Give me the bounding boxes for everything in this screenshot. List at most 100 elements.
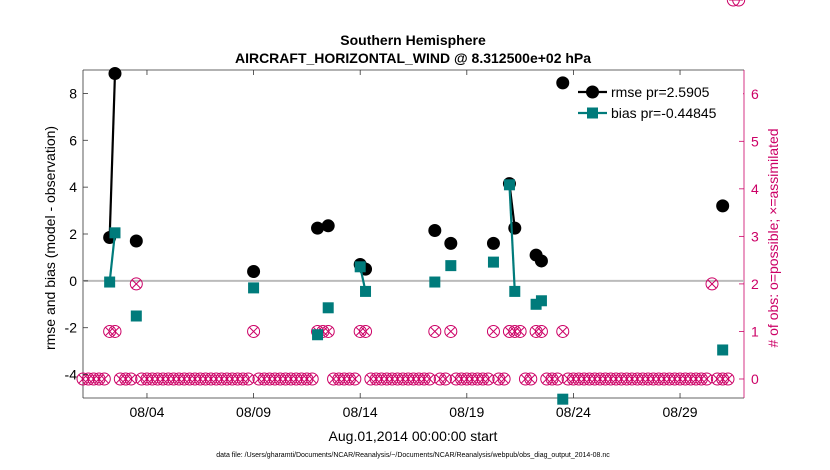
legend-rmse-label: rmse pr=2.5905 xyxy=(611,84,710,100)
obs-assimilated-marker xyxy=(323,326,333,337)
obs-assimilated-stroke xyxy=(440,374,451,384)
obs-assimilated-stroke xyxy=(350,374,360,384)
bias-point xyxy=(248,282,260,294)
bias-point xyxy=(429,276,441,288)
x-tick-label: 08/24 xyxy=(556,404,591,420)
obs-assimilated-marker xyxy=(440,374,451,384)
obs-assimilated-stroke xyxy=(323,326,333,337)
obs-assimilated-marker xyxy=(723,374,733,384)
obs-assimilated-stroke xyxy=(723,374,733,384)
rmse-point xyxy=(108,67,122,81)
rmse-point xyxy=(486,236,500,250)
rmse-point xyxy=(716,199,730,213)
obs-assimilated-stroke xyxy=(249,326,259,337)
obs-assimilated-marker xyxy=(702,374,712,384)
rmse-point xyxy=(444,236,458,250)
obs-assimilated-marker xyxy=(430,326,440,337)
y-right-tick-label: 6 xyxy=(751,86,759,102)
obs-possible-marker xyxy=(726,0,740,7)
obs-assimilated-stroke xyxy=(360,326,371,337)
x-tick-label: 08/14 xyxy=(343,404,378,420)
rmse-point xyxy=(311,221,325,235)
rmse-point xyxy=(247,264,261,278)
y-right-tick-label: 5 xyxy=(751,133,759,149)
y-right-tick-label: 1 xyxy=(751,323,759,339)
obs-possible-marker xyxy=(732,0,746,7)
legend-box xyxy=(571,80,743,124)
series-layer xyxy=(103,67,730,405)
obs-assimilated-stroke xyxy=(488,326,499,337)
y-right-tick-label: 4 xyxy=(751,181,759,197)
obs-assimilated-marker xyxy=(249,326,259,337)
obs-assimilated-stroke xyxy=(307,374,317,384)
y-tick-label: 2 xyxy=(69,226,77,242)
rmse-point xyxy=(129,234,143,248)
bias-point xyxy=(312,329,324,341)
obs-assimilated-marker xyxy=(558,326,568,337)
bias-point xyxy=(109,227,121,239)
obs-possible-marker xyxy=(247,324,261,338)
y-tick-label: 4 xyxy=(69,179,77,195)
obs-assimilated-marker xyxy=(515,326,525,337)
bias-line-segment xyxy=(108,232,117,283)
obs-assimilated-marker xyxy=(552,374,562,384)
y-tick-label: -2 xyxy=(65,320,78,336)
obs-assimilated-stroke xyxy=(126,374,136,384)
rmse-point xyxy=(321,219,335,233)
plot-frame xyxy=(82,69,745,399)
y-axis-label: rmse and bias (model - observation) xyxy=(42,126,58,350)
obs-assimilated-marker xyxy=(488,326,499,337)
obs-assimilated-stroke xyxy=(243,374,253,384)
obs-assimilated-marker xyxy=(350,374,360,384)
footnote: data file: /Users/gharamti/Documents/NCA… xyxy=(216,452,610,459)
legend-rmse-marker xyxy=(586,85,599,99)
obs-assimilated-stroke xyxy=(499,374,509,384)
obs-assimilated-stroke xyxy=(702,374,712,384)
y-tick-label: 0 xyxy=(69,273,77,289)
obs-assimilated-stroke xyxy=(430,326,440,337)
obs-assimilated-stroke xyxy=(552,374,562,384)
obs-assimilated-marker xyxy=(536,326,546,337)
obs-assimilated-marker xyxy=(526,374,536,384)
x-axis-label: Aug.01,2014 00:00:00 start xyxy=(329,428,498,444)
bias-point xyxy=(445,260,457,272)
bias-point xyxy=(354,261,366,273)
y-right-tick-label: 0 xyxy=(751,371,759,387)
chart-subtitle: AIRCRAFT_HORIZONTAL_WIND @ 8.312500e+02 … xyxy=(235,50,591,66)
obs-assimilated-marker xyxy=(110,326,120,337)
obs-assimilated-marker xyxy=(307,374,317,384)
obs-count-markers xyxy=(76,0,746,386)
y-tick-label: 8 xyxy=(69,85,77,101)
legend-bias-label: bias pr=-0.44845 xyxy=(611,105,717,121)
chart-title: Southern Hemisphere xyxy=(340,32,486,48)
obs-assimilated-stroke xyxy=(424,374,435,384)
rmse-point xyxy=(534,254,548,268)
obs-assimilated-stroke xyxy=(558,326,568,337)
rmse-point xyxy=(428,223,442,237)
y-axis-label-right: # of obs: o=possible; ×=assimilated xyxy=(765,128,781,347)
legend: rmse pr=2.5905 bias pr=-0.44845 xyxy=(571,80,743,124)
obs-assimilated-marker xyxy=(243,374,253,384)
rmse-line-segment xyxy=(108,73,117,238)
left-y-axis: -4 -2 0 2 4 6 8 xyxy=(65,85,88,383)
y-tick-label: 6 xyxy=(69,132,77,148)
obs-assimilated-stroke xyxy=(526,374,536,384)
obs-possible-marker xyxy=(486,324,500,338)
bias-point xyxy=(322,302,334,314)
bias-point xyxy=(503,179,515,191)
x-tick-label: 08/29 xyxy=(663,404,698,420)
bias-point xyxy=(487,256,499,268)
obs-assimilated-marker xyxy=(99,374,109,384)
bias-point xyxy=(509,285,521,297)
obs-assimilated-stroke xyxy=(110,326,120,337)
legend-bias-marker xyxy=(587,107,598,119)
obs-assimilated-marker xyxy=(424,374,435,384)
bias-point xyxy=(557,393,569,405)
x-axis: 08/04 08/09 08/14 08/19 08/24 08/29 xyxy=(129,70,698,420)
obs-assimilated-stroke xyxy=(515,326,525,337)
y-right-tick-label: 2 xyxy=(751,276,759,292)
x-tick-label: 08/19 xyxy=(449,404,484,420)
y-right-tick-label: 3 xyxy=(751,228,759,244)
obs-possible-marker xyxy=(556,324,570,338)
